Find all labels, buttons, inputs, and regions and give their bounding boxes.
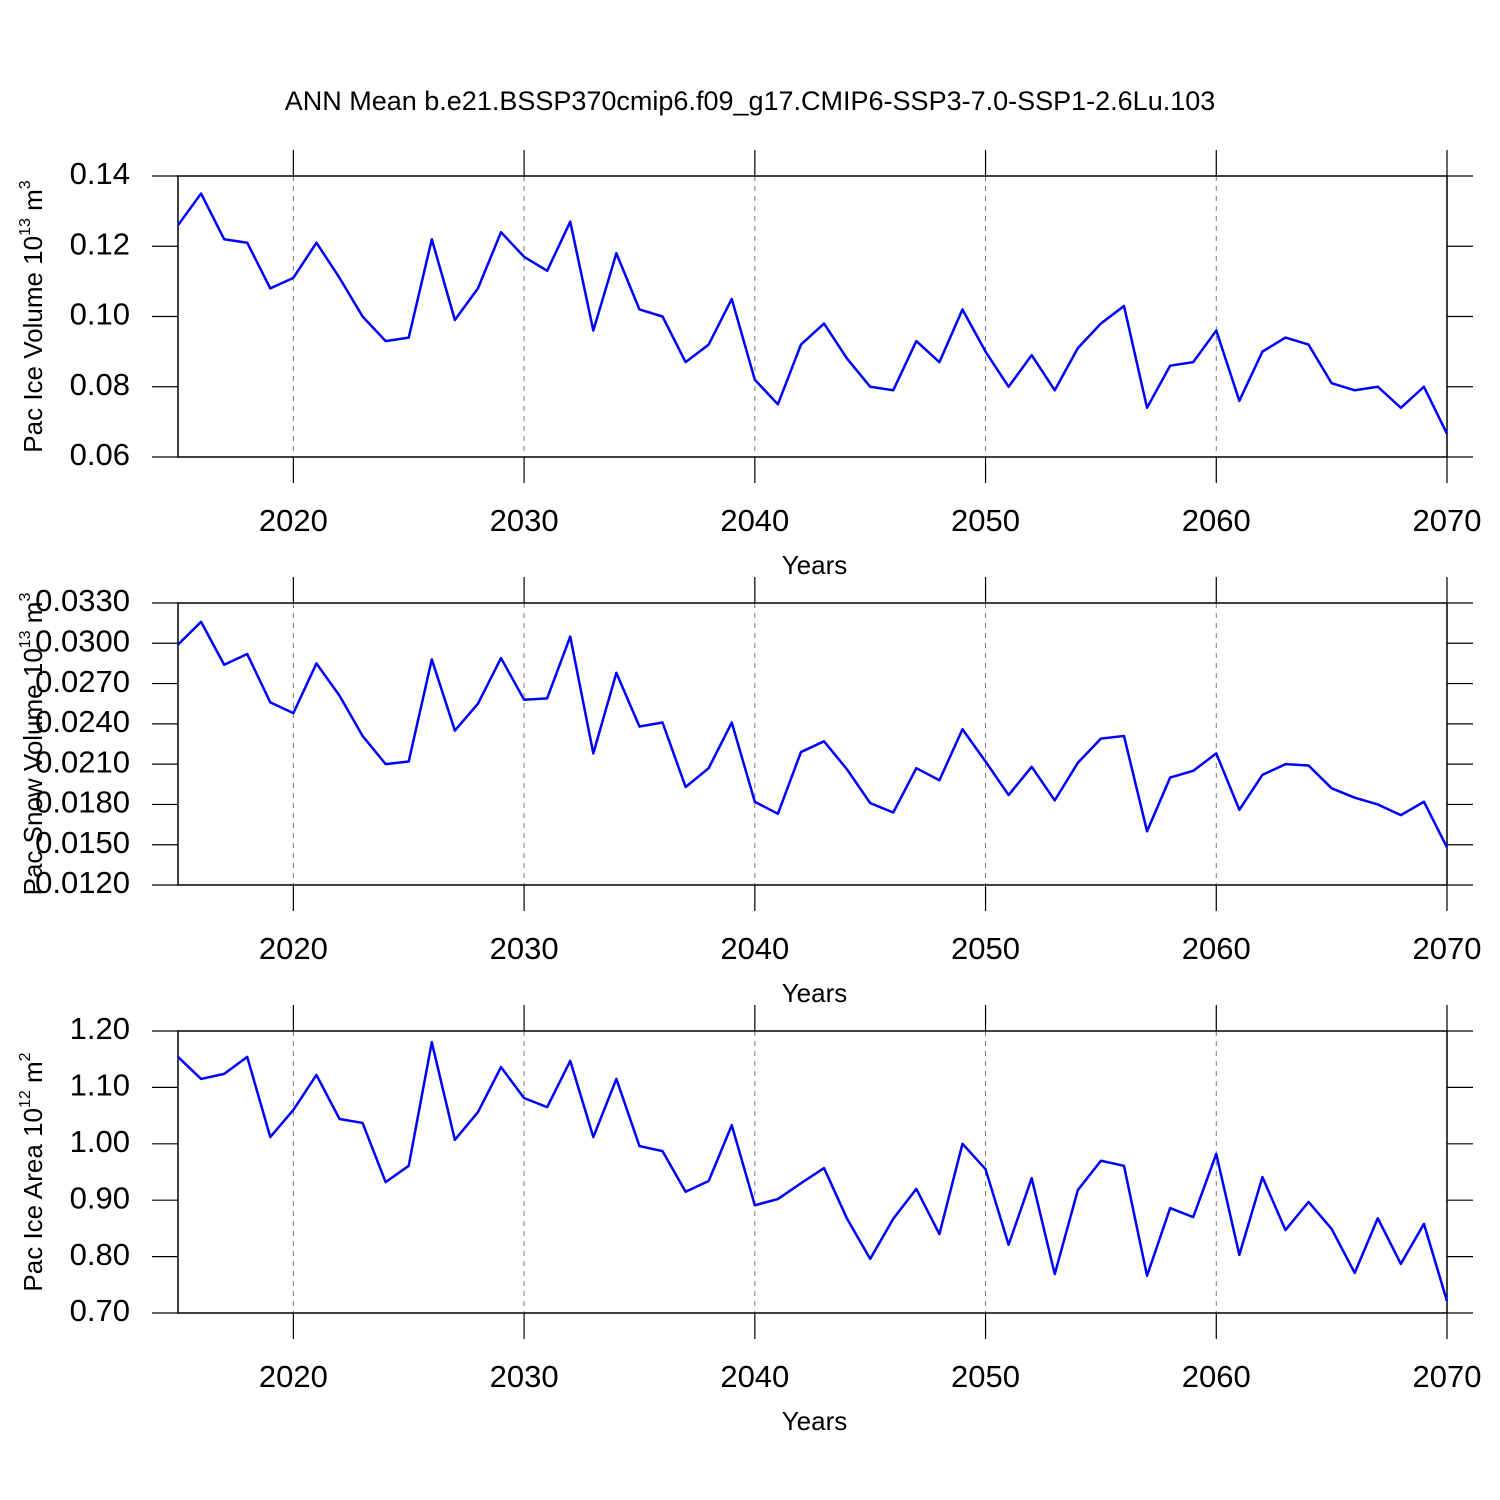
- x-tick-label: 2030: [490, 1359, 559, 1394]
- y-tick-label: 0.90: [70, 1180, 130, 1215]
- x-tick-label: 2070: [1413, 503, 1482, 538]
- y-tick-label: 0.70: [70, 1293, 130, 1328]
- y-axis-label-part: m: [18, 189, 48, 218]
- y-tick-label: 0.14: [70, 156, 130, 191]
- plot-frame: [177, 602, 1448, 886]
- y-axis-label: Pac Ice Area 1012 m2: [17, 1052, 48, 1291]
- plot-frame: [177, 175, 1448, 458]
- x-tick-label: 2030: [490, 503, 559, 538]
- x-tick-label: 2020: [259, 1359, 328, 1394]
- x-tick-label: 2040: [720, 931, 789, 966]
- y-tick-label: 0.10: [70, 297, 130, 332]
- y-axis-label-part: m: [18, 1061, 48, 1090]
- x-tick-label: 2060: [1182, 503, 1251, 538]
- x-tick-label: 2060: [1182, 1359, 1251, 1394]
- y-tick-label: 0.08: [70, 367, 130, 402]
- y-axis-label-part: Pac Ice Volume 10: [18, 236, 48, 453]
- y-tick-label: 0.0120: [35, 865, 130, 900]
- y-axis-label-part: Pac Snow Volume 10: [18, 648, 48, 895]
- x-axis-label: Years: [782, 978, 848, 1008]
- y-tick-label: 1.00: [70, 1124, 130, 1159]
- x-tick-label: 2070: [1413, 1359, 1482, 1394]
- y-tick-label: 0.0240: [35, 704, 130, 739]
- data-line: [177, 1041, 1449, 1302]
- y-axis-label-part: 3: [17, 593, 34, 602]
- x-tick-label: 2040: [720, 1359, 789, 1394]
- y-axis-label: Pac Snow Volume 1013 m3: [17, 593, 48, 896]
- y-axis-label-part: 3: [17, 180, 34, 189]
- x-axis-label: Years: [782, 550, 848, 580]
- plot-frame: [177, 1030, 1448, 1314]
- x-tick-label: 2070: [1413, 931, 1482, 966]
- y-tick-label: 0.0300: [35, 623, 130, 658]
- y-axis-label-part: 13: [17, 630, 34, 648]
- y-axis-label-part: m: [18, 602, 48, 631]
- y-axis-label-part: 12: [17, 1090, 34, 1108]
- y-tick-label: 1.20: [70, 1011, 130, 1046]
- x-tick-label: 2060: [1182, 931, 1251, 966]
- y-tick-label: 0.80: [70, 1237, 130, 1272]
- y-axis-label-part: 13: [17, 218, 34, 236]
- y-tick-label: 0.12: [70, 226, 130, 261]
- y-tick-label: 1.10: [70, 1068, 130, 1103]
- x-tick-label: 2020: [259, 931, 328, 966]
- y-axis-label: Pac Ice Volume 1013 m3: [17, 180, 48, 453]
- y-tick-label: 0.0210: [35, 744, 130, 779]
- y-tick-label: 0.0270: [35, 664, 130, 699]
- y-axis-label-part: 2: [17, 1052, 34, 1061]
- x-axis-label: Years: [782, 1406, 848, 1436]
- data-line: [176, 192, 1449, 435]
- x-tick-label: 2050: [951, 931, 1020, 966]
- y-tick-label: 0.06: [70, 437, 130, 472]
- data-line: [177, 620, 1449, 848]
- y-tick-label: 0.0150: [35, 825, 130, 860]
- y-tick-label: 0.0180: [35, 785, 130, 820]
- x-tick-label: 2020: [259, 503, 328, 538]
- y-axis-label-part: Pac Ice Area 10: [18, 1108, 48, 1292]
- chart-title: ANN Mean b.e21.BSSP370cmip6.f09_g17.CMIP…: [285, 86, 1216, 116]
- x-tick-label: 2050: [951, 503, 1020, 538]
- x-tick-label: 2040: [720, 503, 789, 538]
- y-tick-label: 0.0330: [35, 583, 130, 618]
- x-tick-label: 2030: [490, 931, 559, 966]
- x-tick-label: 2050: [951, 1359, 1020, 1394]
